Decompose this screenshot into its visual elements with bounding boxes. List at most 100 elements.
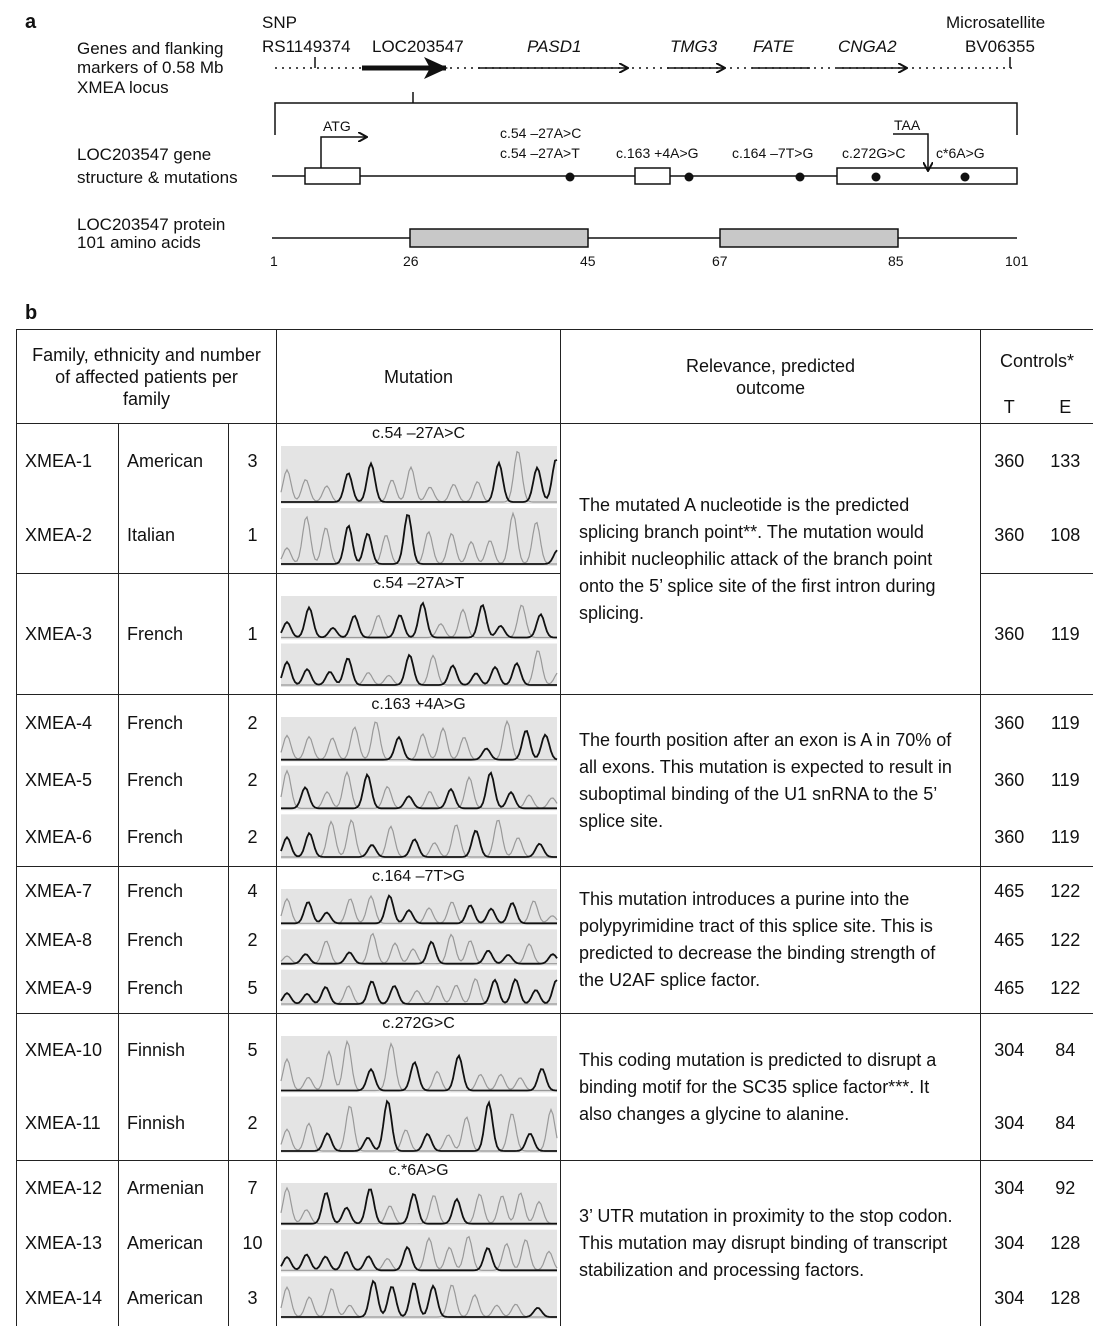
affected-cell: 3 [229, 424, 277, 499]
ethnicity-cell: French [119, 574, 229, 695]
marker-label: BV06355 [965, 37, 1035, 56]
affected-cell: 1 [229, 499, 277, 574]
mutation-cell: c.163 +4A>G [277, 695, 561, 867]
family-cell: XMEA-5 [17, 752, 119, 809]
gene-label: TMG3 [670, 37, 718, 56]
mutation-cell: c.164 –7T>G [277, 867, 561, 1014]
header-cell: Mutation [277, 330, 561, 424]
ethnicity-cell: American [119, 1216, 229, 1271]
controls-e-cell: 84 [1038, 1087, 1093, 1161]
panel-label: b [25, 302, 37, 324]
affected-cell: 2 [229, 695, 277, 752]
protein-domain [410, 229, 588, 247]
family-cell: XMEA-7 [17, 867, 119, 916]
track-label: Genes and flanking [77, 39, 224, 58]
family-cell: XMEA-6 [17, 809, 119, 866]
ethnicity-cell: Finnish [119, 1014, 229, 1088]
mutation-cell: c.*6A>G [277, 1161, 561, 1326]
controls-e-cell: 119 [1038, 752, 1093, 809]
mutation-dot [961, 173, 970, 182]
relevance-cell: The mutated A nucleotide is the predicte… [561, 424, 981, 695]
controls-e-cell: 133 [1038, 424, 1093, 499]
relevance-cell: 3’ UTR mutation in proximity to the stop… [561, 1161, 981, 1326]
panel-a: a Genes and flanking markers of 0.58 Mb … [0, 0, 1093, 329]
mutation-dot [685, 173, 694, 182]
ethnicity-cell: French [119, 752, 229, 809]
ethnicity-cell: French [119, 695, 229, 752]
affected-cell: 2 [229, 1087, 277, 1161]
panel-label: a [25, 11, 37, 33]
gene-label: FATE [753, 37, 795, 56]
family-cell: XMEA-8 [17, 916, 119, 965]
controls-t-cell: 304 [981, 1014, 1038, 1088]
mutation-dot [566, 173, 575, 182]
position-label: 26 [403, 253, 419, 269]
header-cell: Relevance, predicted outcome [561, 330, 981, 424]
controls-t-cell: 360 [981, 424, 1038, 499]
start-arrow [321, 137, 366, 168]
mutation-label: c.54 –27A>C [500, 125, 581, 141]
mutation-label: c*6A>G [936, 145, 985, 161]
affected-cell: 3 [229, 1271, 277, 1326]
controls-e-cell: 84 [1038, 1014, 1093, 1088]
affected-cell: 5 [229, 1014, 277, 1088]
marker-label: RS1149374 [262, 37, 351, 56]
mutation-dot [796, 173, 805, 182]
mutation-label: c.163 +4A>G [277, 695, 560, 715]
controls-t-cell: 360 [981, 574, 1038, 695]
controls-t-cell: 304 [981, 1216, 1038, 1271]
controls-e-cell: 122 [1038, 916, 1093, 965]
affected-cell: 4 [229, 867, 277, 916]
chromatogram [279, 1034, 559, 1155]
controls-t-cell: 465 [981, 965, 1038, 1014]
mutation-label: c.164 –7T>G [732, 145, 813, 161]
track-label: markers of 0.58 Mb [77, 58, 223, 77]
exon [837, 168, 1017, 184]
family-cell: XMEA-1 [17, 424, 119, 499]
affected-cell: 1 [229, 574, 277, 695]
mutation-label: c.54 –27A>T [500, 145, 580, 161]
position-label: 85 [888, 253, 904, 269]
controls-t-cell: 360 [981, 499, 1038, 574]
mutation-label: c.164 –7T>G [277, 867, 560, 887]
ethnicity-cell: Armenian [119, 1161, 229, 1216]
family-cell: XMEA-12 [17, 1161, 119, 1216]
controls-e-cell: 122 [1038, 867, 1093, 916]
family-cell: XMEA-4 [17, 695, 119, 752]
controls-t-cell: 304 [981, 1087, 1038, 1161]
controls-e-cell: 119 [1038, 809, 1093, 866]
ethnicity-cell: American [119, 424, 229, 499]
controls-e-cell: 119 [1038, 695, 1093, 752]
mutation-label: c.*6A>G [277, 1161, 560, 1181]
mutation-label: c.54 –27A>T [277, 574, 560, 594]
ethnicity-cell: Finnish [119, 1087, 229, 1161]
ethnicity-cell: French [119, 965, 229, 1014]
mutation-dot [872, 173, 881, 182]
family-cell: XMEA-3 [17, 574, 119, 695]
controls-t-cell: 360 [981, 752, 1038, 809]
family-cell: XMEA-2 [17, 499, 119, 574]
codon-label: TAA [894, 117, 921, 133]
family-cell: XMEA-13 [17, 1216, 119, 1271]
track-label: LOC203547 gene [77, 145, 211, 164]
ethnicity-cell: French [119, 867, 229, 916]
header-cell: Family, ethnicity and number of affected… [17, 330, 277, 424]
chromatogram-band [281, 766, 557, 811]
mutation-label: c.163 +4A>G [616, 145, 699, 161]
ethnicity-cell: American [119, 1271, 229, 1326]
exon [635, 168, 670, 184]
relevance-cell: The fourth position after an exon is A i… [561, 695, 981, 867]
chromatogram-band [281, 970, 557, 1006]
controls-t-cell: 465 [981, 916, 1038, 965]
controls-t-cell: 360 [981, 695, 1038, 752]
controls-e-cell: 108 [1038, 499, 1093, 574]
family-cell: XMEA-14 [17, 1271, 119, 1326]
track-label: structure & mutations [77, 168, 238, 187]
chromatogram-band [281, 814, 557, 859]
family-cell: XMEA-9 [17, 965, 119, 1014]
mutation-cell: c.54 –27A>T [277, 574, 561, 695]
position-label: 1 [270, 253, 278, 269]
position-label: 67 [712, 253, 728, 269]
